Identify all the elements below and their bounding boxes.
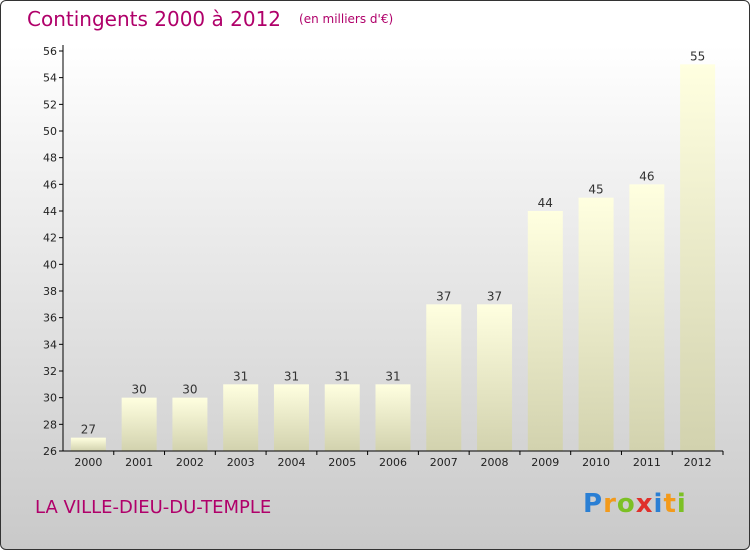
bar-2010 [578, 197, 614, 451]
x-tick-label-2001: 2001 [125, 456, 153, 469]
data-label-2006: 31 [385, 369, 400, 383]
y-tick-label-26: 26 [43, 445, 57, 458]
x-tick-label-2008: 2008 [481, 456, 509, 469]
bar-2007 [426, 304, 462, 451]
y-tick-label-34: 34 [43, 338, 57, 351]
y-tick-label-38: 38 [43, 285, 57, 298]
x-tick-label-2010: 2010 [582, 456, 610, 469]
y-tick-label-36: 36 [43, 312, 57, 325]
bars-group: 27 30 30 31 31 31 31 37 37 44 45 46 55 [70, 49, 716, 452]
y-tick-label-32: 32 [43, 365, 57, 378]
bar-2004 [273, 384, 309, 451]
y-tick-label-46: 46 [43, 178, 57, 191]
y-tick-label-42: 42 [43, 232, 57, 245]
data-label-2005: 31 [335, 369, 350, 383]
y-tick-label-48: 48 [43, 152, 57, 165]
data-label-2001: 30 [132, 383, 147, 397]
data-label-2010: 45 [588, 183, 603, 197]
y-tick-label-56: 56 [43, 45, 57, 58]
y-tick-label-44: 44 [43, 205, 57, 218]
x-tick-label-2012: 2012 [684, 456, 712, 469]
data-label-2002: 30 [182, 383, 197, 397]
x-tick-label-2003: 2003 [227, 456, 255, 469]
commune-name: LA VILLE-DIEU-DU-TEMPLE [35, 497, 272, 518]
bar-2012 [680, 64, 716, 452]
bar-2009 [527, 211, 563, 451]
x-tick-label-2005: 2005 [328, 456, 356, 469]
data-label-2012: 55 [690, 49, 705, 63]
bar-2008 [477, 304, 513, 451]
x-tick-label-2009: 2009 [531, 456, 559, 469]
x-tick-label-2004: 2004 [277, 456, 305, 469]
bar-2005 [324, 384, 360, 451]
bar-2011 [629, 184, 665, 452]
y-tick-label-52: 52 [43, 98, 57, 111]
y-tick-label-30: 30 [43, 392, 57, 405]
bar-2000 [70, 437, 106, 451]
chart-title-text: Contingents 2000 à 2012 [27, 7, 282, 31]
chart-title: Contingents 2000 à 2012 (en milliers d'€) [27, 7, 393, 31]
bar-2001 [121, 397, 157, 451]
x-tick-label-2000: 2000 [74, 456, 102, 469]
x-tick-label-2002: 2002 [176, 456, 204, 469]
data-label-2003: 31 [233, 369, 248, 383]
x-tick-label-2007: 2007 [430, 456, 458, 469]
data-label-2009: 44 [538, 196, 553, 210]
bar-2002 [172, 397, 208, 451]
bar-2003 [223, 384, 259, 451]
x-tick-label-2006: 2006 [379, 456, 407, 469]
proxiti-logo: Proxiti [583, 489, 687, 519]
chart-unit-label: (en milliers d'€) [299, 12, 394, 26]
data-label-2008: 37 [487, 289, 502, 303]
y-tick-label-50: 50 [43, 125, 57, 138]
data-label-2007: 37 [436, 289, 451, 303]
y-tick-label-54: 54 [43, 72, 57, 85]
axes-group: 2000 2001 2002 2003 2004 2005 2006 2007 2008 2009… [43, 45, 724, 469]
data-label-2000: 27 [81, 423, 96, 437]
bar-2006 [375, 384, 411, 451]
data-label-2011: 46 [639, 169, 654, 183]
y-tick-label-28: 28 [43, 418, 57, 431]
data-label-2004: 31 [284, 369, 299, 383]
y-tick-label-40: 40 [43, 258, 57, 271]
x-tick-label-2011: 2011 [633, 456, 661, 469]
